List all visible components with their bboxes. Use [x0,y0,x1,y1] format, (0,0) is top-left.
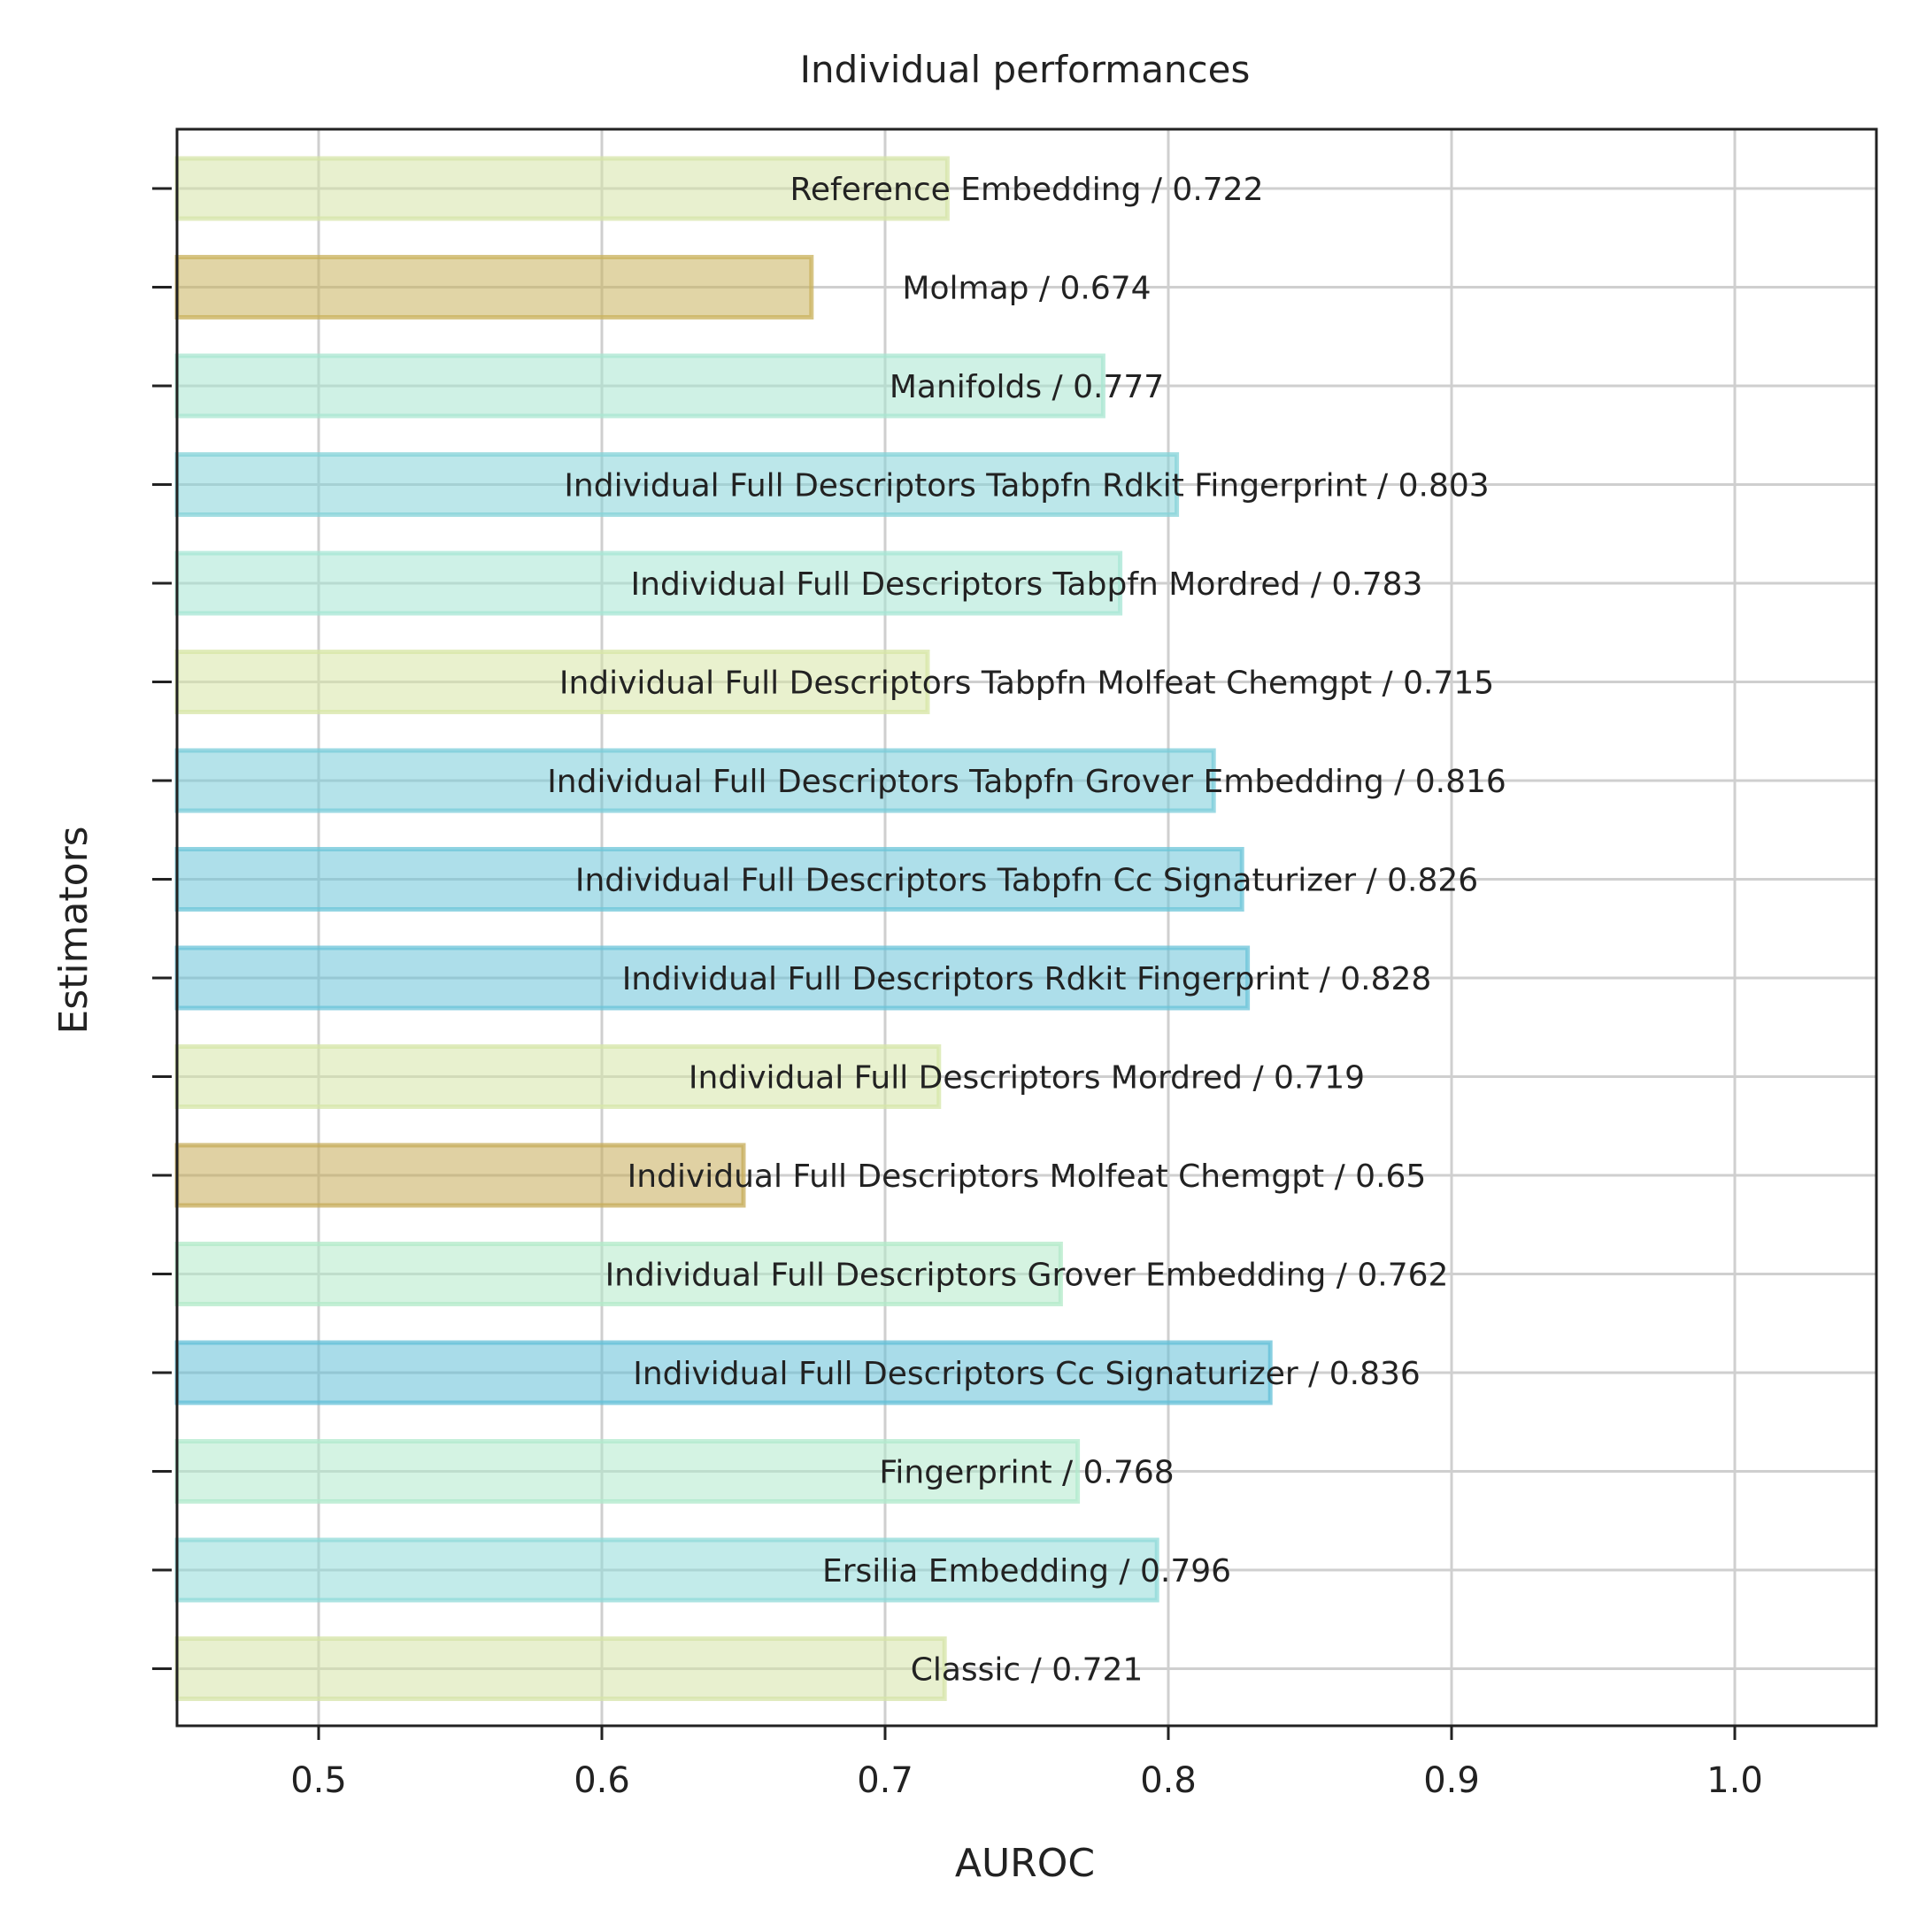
bar [174,847,1244,912]
bar [174,1143,746,1208]
bar-label: Individual Full Descriptors Cc Signaturi… [633,1356,1421,1392]
plot-frame [175,127,1878,1728]
bar [174,353,1105,419]
bar-label: Individual Full Descriptors Tabpfn Molfe… [559,666,1494,702]
x-tick-label: 0.7 [857,1760,913,1801]
bar-label: Individual Full Descriptors Molfeat Chem… [628,1158,1427,1195]
bar-label: Ersilia Embedding / 0.796 [822,1553,1231,1589]
bar-label: Individual Full Descriptors Mordred / 0.… [689,1060,1365,1097]
y-axis-label: Estimators [51,826,96,1034]
bar [174,1439,1081,1504]
axis-ticks: 0.5 0.6 0.7 0.8 0.9 1.0 [152,187,1763,1801]
bar-label: Manifolds / 0.777 [890,369,1164,405]
bar [174,1242,1063,1306]
bar [174,156,950,221]
bar [174,1044,942,1109]
bar [174,550,1123,616]
x-tick-label: 0.9 [1423,1760,1480,1801]
bar [174,1636,947,1701]
bar [174,650,930,714]
chart-title: Individual performances [800,48,1251,91]
x-tick-label: 0.5 [290,1760,347,1801]
bar-label: Reference Embedding / 0.722 [790,172,1264,208]
x-tick-label: 0.8 [1140,1760,1197,1801]
bar [174,945,1251,1011]
x-tick-label: 1.0 [1706,1760,1763,1801]
bar [174,748,1216,813]
bar-label: Molmap / 0.674 [902,271,1151,307]
bar-labels: Reference Embedding / 0.722 Molmap / 0.67… [547,172,1506,1689]
bar-label: Individual Full Descriptors Tabpfn Cc Si… [575,863,1478,899]
bar-label: Individual Full Descriptors Grover Embed… [605,1258,1449,1294]
bar-label: Individual Full Descriptors Rdkit Finger… [622,961,1432,997]
bar-label: Individual Full Descriptors Tabpfn Mordr… [631,566,1423,603]
bar [174,1340,1273,1405]
bar [174,255,814,319]
bar-label: Classic / 0.721 [911,1652,1144,1689]
bars [174,156,1273,1701]
bar-label: Individual Full Descriptors Tabpfn Rdkit… [564,468,1489,504]
bar-label: Individual Full Descriptors Tabpfn Grove… [547,764,1506,800]
x-tick-label: 0.6 [574,1760,630,1801]
x-axis-label: AUROC [955,1841,1095,1886]
bar-label: Fingerprint / 0.768 [879,1455,1174,1491]
